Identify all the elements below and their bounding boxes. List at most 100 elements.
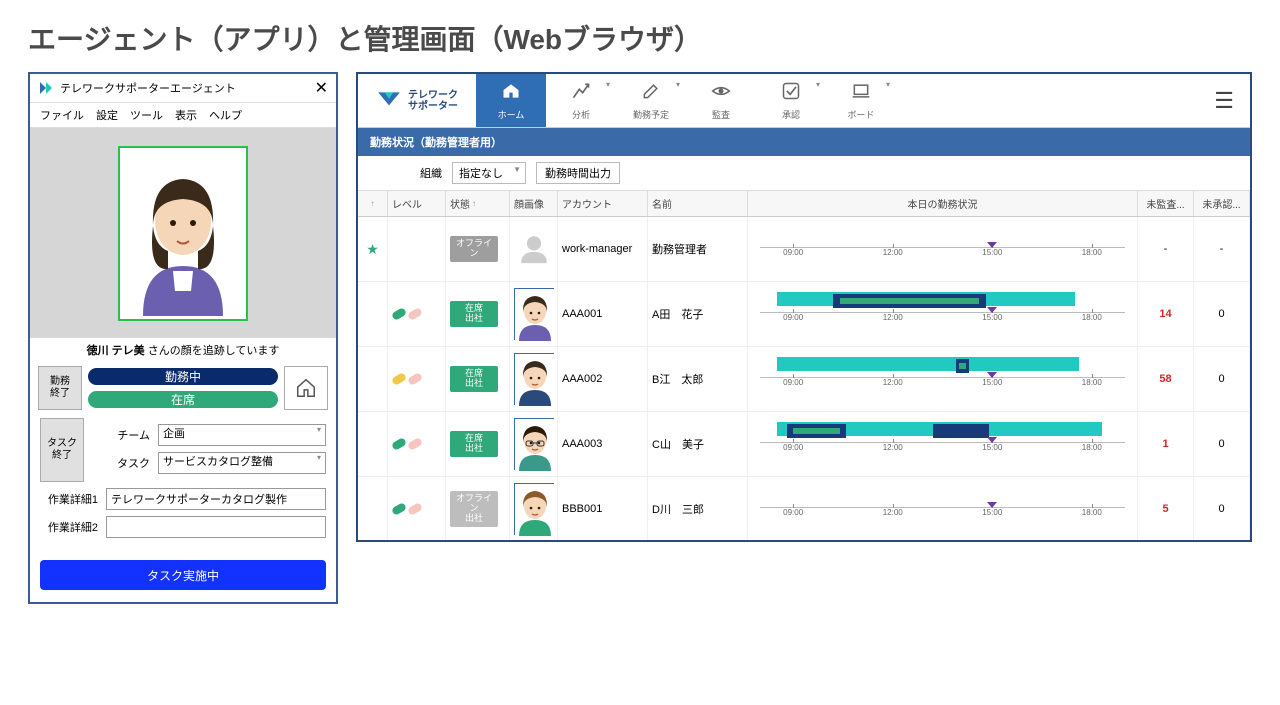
- timeline-tick: 15:00: [982, 248, 1002, 257]
- nav-label: ホーム: [498, 108, 525, 121]
- unapproved-cell: 0: [1194, 347, 1250, 411]
- col-name[interactable]: 名前: [648, 191, 748, 216]
- status-cell: 在席 出社: [446, 412, 510, 476]
- timeline-tick: 15:00: [982, 443, 1002, 452]
- now-marker-icon: [987, 242, 997, 248]
- brand-line2: サポーター: [408, 101, 458, 112]
- timeline-tick: 09:00: [783, 313, 803, 322]
- timeline-cell: 09:0012:0015:0018:00: [748, 477, 1138, 540]
- nav-ボード[interactable]: ボード▾: [826, 74, 896, 127]
- export-hours-button[interactable]: 勤務時間出力: [536, 162, 620, 184]
- name-cell: B江 太郎: [648, 347, 748, 411]
- unaudited-cell: 14: [1138, 282, 1194, 346]
- unapproved-cell: 0: [1194, 282, 1250, 346]
- team-select[interactable]: 企画 ▾: [158, 424, 326, 446]
- table-row[interactable]: オフライン 出社BBB001D川 三郎09:0012:0015:0018:005…: [358, 477, 1250, 540]
- detail1-input[interactable]: [106, 488, 326, 510]
- nav-label: ボード: [847, 108, 874, 121]
- col-status[interactable]: 状態↑: [446, 191, 510, 216]
- name-cell: A田 花子: [648, 282, 748, 346]
- nav-ホーム[interactable]: ホーム: [476, 74, 546, 127]
- level-pill-icon: [407, 372, 423, 386]
- status-badge: オフライン: [450, 236, 498, 262]
- hamburger-menu-icon[interactable]: ☰: [1198, 74, 1250, 127]
- agent-menu-item[interactable]: ヘルプ: [209, 107, 242, 123]
- nav-監査[interactable]: 監査: [686, 74, 756, 127]
- nav-分析[interactable]: 分析▾: [546, 74, 616, 127]
- agent-menu-item[interactable]: ツール: [130, 107, 163, 123]
- tracked-user-name: 徳川 テレ美: [87, 345, 145, 357]
- chevron-down-icon: ▾: [816, 80, 820, 89]
- star-cell: ★: [358, 217, 388, 281]
- unapproved-cell: 0: [1194, 477, 1250, 540]
- account-cell: work-manager: [558, 217, 648, 281]
- agent-menu-item[interactable]: 設定: [96, 107, 118, 123]
- chevron-down-icon: ▾: [676, 80, 680, 89]
- timeline-bar: [840, 298, 979, 304]
- task-running-button[interactable]: タスク実施中: [40, 560, 326, 590]
- task-select[interactable]: サービスカタログ整備 ▾: [158, 452, 326, 474]
- table-row[interactable]: 在席 出社AAA002B江 太郎09:0012:0015:0018:00580: [358, 347, 1250, 412]
- page-title: エージェント（アプリ）と管理画面（Webブラウザ）: [0, 0, 1280, 72]
- face-thumbnail: [514, 418, 554, 470]
- nav-勤務予定[interactable]: 勤務予定 ▾: [616, 74, 686, 127]
- timeline-tick: 18:00: [1082, 248, 1102, 257]
- shift-end-button[interactable]: 勤務 終了: [38, 366, 82, 410]
- on-duty-button[interactable]: 勤務中: [88, 368, 278, 385]
- detail2-input[interactable]: [106, 516, 326, 538]
- level-cell: [388, 217, 446, 281]
- level-cell: [388, 412, 446, 476]
- level-cell: [388, 477, 446, 540]
- col-unaudited[interactable]: 未監査...: [1138, 191, 1194, 216]
- close-icon[interactable]: ✕: [315, 78, 328, 98]
- status-cell: 在席 出社: [446, 282, 510, 346]
- col-level[interactable]: レベル: [388, 191, 446, 216]
- face-thumbnail: [514, 288, 554, 340]
- home-button[interactable]: [284, 366, 328, 410]
- at-seat-button[interactable]: 在席: [88, 391, 278, 408]
- timeline-tick: 12:00: [883, 508, 903, 517]
- nav-label: 勤務予定: [633, 108, 669, 121]
- agent-titlebar: テレワークサポーターエージェント ✕: [30, 74, 336, 103]
- face-cell: [510, 477, 558, 540]
- level-pill-icon: [391, 307, 407, 321]
- col-face[interactable]: 顔画像: [510, 191, 558, 216]
- agent-logo-icon: [38, 80, 54, 96]
- avatar-illustration: [123, 151, 243, 316]
- timeline-bar: [777, 357, 1079, 371]
- timeline-tick: 12:00: [883, 313, 903, 322]
- face-cell: [510, 217, 558, 281]
- col-account[interactable]: アカウント: [558, 191, 648, 216]
- timeline-tick: 15:00: [982, 508, 1002, 517]
- col-star-sort[interactable]: ↑: [358, 191, 388, 216]
- name-cell: C山 美子: [648, 412, 748, 476]
- tracking-suffix: さんの顔を追跡しています: [148, 345, 280, 357]
- check-icon: [781, 81, 801, 106]
- col-unapproved[interactable]: 未承認...: [1194, 191, 1250, 216]
- timeline-cell: 09:0012:0015:0018:00: [748, 347, 1138, 411]
- timeline-tick: 09:00: [783, 248, 803, 257]
- col-timeline[interactable]: 本日の勤務状況: [748, 191, 1138, 216]
- agent-menu-item[interactable]: 表示: [175, 107, 197, 123]
- level-pill-icon: [407, 307, 423, 321]
- task-label: タスク: [92, 455, 150, 471]
- agent-menu-item[interactable]: ファイル: [40, 107, 84, 123]
- nav-label: 監査: [712, 108, 730, 121]
- org-filter-select[interactable]: 指定なし: [452, 162, 526, 184]
- timeline-cell: 09:0012:0015:0018:00: [748, 412, 1138, 476]
- brand-line1: テレワーク: [408, 90, 458, 101]
- name-cell: 勤務管理者: [648, 217, 748, 281]
- web-topbar: テレワークサポーター ホーム 分析▾ 勤務予定 ▾ 監査 承認 ▾ ボード▾ ☰: [358, 74, 1250, 128]
- table-row[interactable]: ★オフラインwork-manager勤務管理者09:0012:0015:0018…: [358, 217, 1250, 282]
- nav-承認[interactable]: 承認 ▾: [756, 74, 826, 127]
- level-cell: [388, 347, 446, 411]
- timeline-tick: 18:00: [1082, 443, 1102, 452]
- nav-label: 承認: [782, 108, 800, 121]
- tracking-status: 徳川 テレ美 さんの顔を追跡しています: [30, 338, 336, 362]
- task-end-button[interactable]: タスク 終了: [40, 418, 84, 482]
- home-icon: [501, 81, 521, 106]
- table-row[interactable]: 在席 出社AAA001A田 花子09:0012:0015:0018:00140: [358, 282, 1250, 347]
- timeline-tick: 18:00: [1082, 378, 1102, 387]
- unaudited-cell: 5: [1138, 477, 1194, 540]
- table-row[interactable]: 在席 出社AAA003C山 美子09:0012:0015:0018:0010: [358, 412, 1250, 477]
